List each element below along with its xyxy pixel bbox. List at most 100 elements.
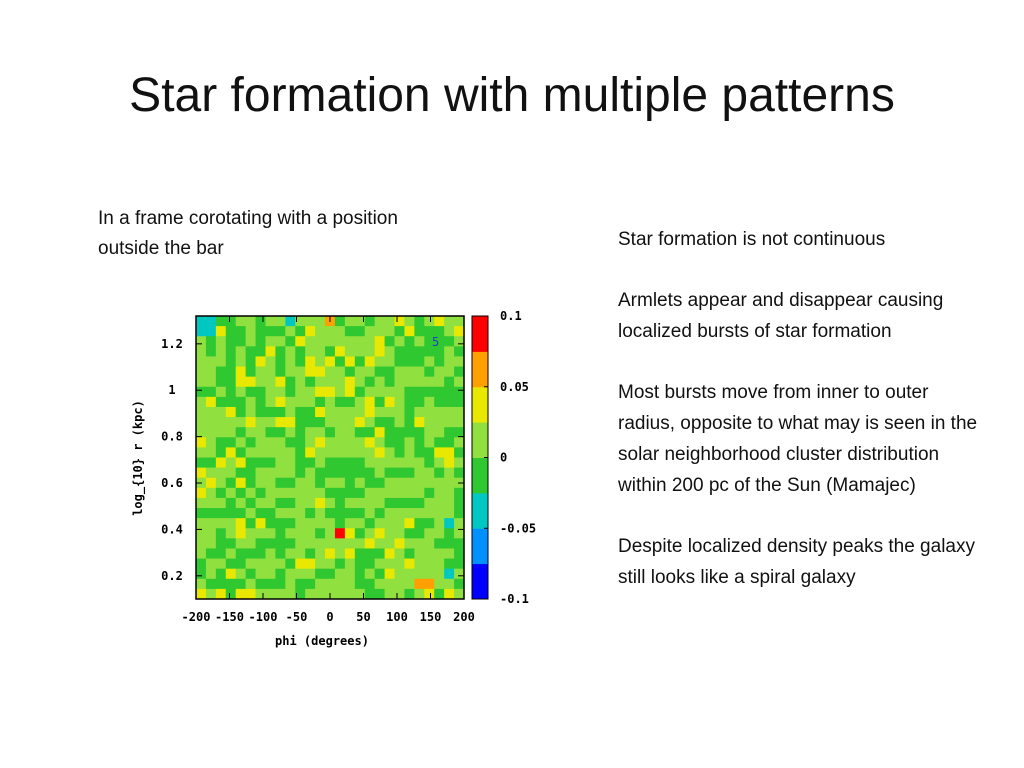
y-tick-label: 0.8: [161, 430, 183, 444]
heatmap-cell: [225, 578, 237, 590]
heatmap-cell: [424, 376, 435, 388]
heatmap-cell: [444, 356, 455, 367]
heatmap-cell: [245, 588, 256, 600]
heatmap-cell: [305, 508, 316, 519]
heatmap-cell: [334, 518, 346, 529]
heatmap-cell: [265, 558, 276, 570]
heatmap-cell: [196, 406, 207, 418]
heatmap-cell: [225, 356, 237, 367]
slide-title: Star formation with multiple patterns: [129, 69, 895, 122]
heatmap-cell: [275, 336, 286, 347]
heatmap-cell: [414, 508, 425, 519]
heatmap-cell: [444, 366, 455, 378]
heatmap-cell: [315, 467, 326, 479]
heatmap-cell: [424, 538, 435, 549]
heatmap-cell: [354, 336, 366, 347]
heatmap-cell: [444, 396, 455, 408]
heatmap-cell: [404, 477, 415, 489]
heatmap-cell: [225, 447, 237, 458]
heatmap-cell: [305, 467, 316, 479]
heatmap-cell: [434, 437, 445, 448]
heatmap-cell: [454, 326, 465, 337]
heatmap-cell: [275, 477, 286, 489]
heatmap-cell: [235, 508, 247, 519]
heatmap-cell: [196, 376, 207, 388]
heatmap-cell: [275, 437, 286, 448]
heatmap-cell: [205, 588, 217, 600]
heatmap-cell: [414, 538, 425, 549]
heatmap-cell: [364, 316, 376, 327]
heatmap-cell: [315, 437, 326, 448]
heatmap-cell: [325, 396, 336, 408]
heatmap-cell: [334, 336, 346, 347]
heatmap-cell: [215, 558, 227, 570]
heatmap-cell: [334, 558, 346, 570]
heatmap-cell: [434, 578, 445, 590]
heatmap-cell: [285, 406, 296, 418]
heatmap-cell: [454, 406, 465, 418]
heatmap-cell: [255, 588, 266, 600]
colorbar-segment: [472, 351, 488, 388]
heatmap-cell: [225, 508, 237, 519]
heatmap-cell: [245, 447, 256, 458]
heatmap-cell: [265, 406, 276, 418]
heatmap-cell: [354, 396, 366, 408]
heatmap-cell: [305, 366, 316, 378]
heatmap-cell: [255, 528, 266, 539]
heatmap-cell: [354, 427, 366, 438]
heatmap-cell: [225, 588, 237, 600]
heatmap-cell: [295, 518, 306, 529]
heatmap-cell: [444, 588, 455, 600]
heatmap-cell: [454, 538, 465, 549]
heatmap-cell: [235, 568, 247, 580]
heatmap-cell: [295, 508, 306, 519]
heatmap-cell: [245, 336, 256, 347]
heatmap-cell: [265, 538, 276, 549]
heatmap-cell: [225, 528, 237, 539]
panel-label: 5: [432, 335, 439, 349]
heatmap-cell: [374, 437, 385, 448]
heatmap-cell: [394, 487, 405, 499]
heatmap-cell: [295, 376, 306, 388]
note-item: Most bursts move from inner to outer rad…: [618, 382, 978, 496]
heatmap-cell: [315, 588, 326, 600]
heatmap-cell: [434, 356, 445, 367]
heatmap-cell: [434, 427, 445, 438]
heatmap-cell: [394, 568, 405, 580]
heatmap-cell: [404, 346, 415, 357]
heatmap-cell: [265, 326, 276, 337]
heatmap-cell: [215, 518, 227, 529]
heatmap-cell: [235, 518, 247, 529]
heatmap-cell: [424, 427, 435, 438]
heatmap-cell: [394, 457, 405, 469]
heatmap-cell: [454, 366, 465, 378]
heatmap-cell: [325, 417, 336, 428]
heatmap-cell: [394, 518, 405, 529]
heatmap-cell: [305, 487, 316, 499]
heatmap-cell: [404, 508, 415, 519]
heatmap-cell: [225, 518, 237, 529]
heatmap-cell: [196, 528, 207, 539]
heatmap-cell: [344, 508, 356, 519]
heatmap-cell: [394, 406, 405, 418]
heatmap-cell: [295, 497, 306, 509]
heatmap-cell: [434, 326, 445, 337]
heatmap-cell: [196, 467, 207, 479]
heatmap-cell: [384, 588, 395, 600]
heatmap-cell: [325, 346, 336, 357]
heatmap-cell: [245, 578, 256, 590]
heatmap-cell: [334, 538, 346, 549]
heatmap-cell: [205, 487, 217, 499]
heatmap-cell: [265, 568, 276, 580]
heatmap-cell: [325, 477, 336, 489]
heatmap-cell: [364, 406, 376, 418]
heatmap-cell: [285, 437, 296, 448]
heatmap-cell: [295, 487, 306, 499]
heatmap-cell: [225, 457, 237, 469]
heatmap-cell: [334, 406, 346, 418]
heatmap-cell: [215, 437, 227, 448]
heatmap-cell: [235, 528, 247, 539]
heatmap-cell: [414, 588, 425, 600]
heatmap-cell: [434, 497, 445, 509]
heatmap-cell: [444, 437, 455, 448]
